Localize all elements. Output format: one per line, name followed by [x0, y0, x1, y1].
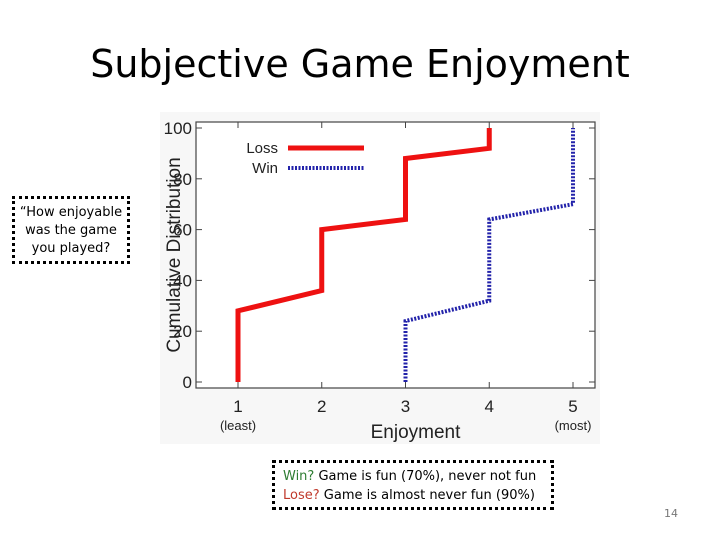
question-line-1: “How enjoyable: [19, 205, 123, 220]
x-axis-label: Enjoyment: [371, 422, 461, 443]
x-tick-sublabel: (least): [220, 418, 256, 433]
cdf-chart: 0 20 40 60 80 100 1 (least) 2 3 4 5 (most) Enjoyment C…: [160, 112, 600, 444]
series-line-loss: [235, 128, 492, 382]
y-tick-label: 60: [173, 221, 192, 240]
plot-frame: [195, 121, 596, 389]
y-tick-label: 40: [173, 271, 192, 290]
x-tick-label: 3: [401, 397, 410, 416]
legend-label-win: Win: [252, 160, 278, 177]
win-summary-text: Game is fun (70%), never not fun: [314, 469, 537, 484]
question-line-2: was the game: [25, 223, 117, 238]
x-tick-label: 4: [485, 397, 494, 416]
slide-title: Subjective Game Enjoyment: [90, 42, 630, 86]
summary-lose-line: Lose? Game is almost never fun (90%): [283, 486, 551, 505]
y-tick-label: 0: [183, 373, 192, 392]
question-callout: “How enjoyable was the game you played?: [12, 196, 130, 264]
series-line-win: [403, 128, 575, 382]
x-tick-label: 2: [317, 397, 326, 416]
y-tick-label: 80: [173, 170, 192, 189]
x-tick-label: 5: [568, 397, 577, 416]
summary-callout: Win? Game is fun (70%), never not fun Lo…: [272, 460, 554, 510]
page-number: 14: [664, 507, 678, 520]
x-tick-label: 1: [233, 397, 242, 416]
y-tick-label: 20: [173, 322, 192, 341]
lose-keyword: Lose?: [283, 488, 320, 503]
legend-label-loss: Loss: [246, 140, 278, 157]
summary-win-line: Win? Game is fun (70%), never not fun: [283, 467, 551, 486]
question-line-3: you played?: [31, 241, 111, 256]
cdf-chart-svg: 0 20 40 60 80 100 1 (least) 2 3 4 5 (most) Enjoyment C…: [164, 119, 596, 443]
x-tick-sublabel: (most): [555, 418, 592, 433]
y-tick-label: 100: [164, 119, 192, 138]
win-keyword: Win?: [283, 469, 315, 484]
y-axis-label: Cumulative Distribution: [164, 157, 185, 352]
lose-summary-text: Game is almost never fun (90%): [319, 488, 535, 503]
